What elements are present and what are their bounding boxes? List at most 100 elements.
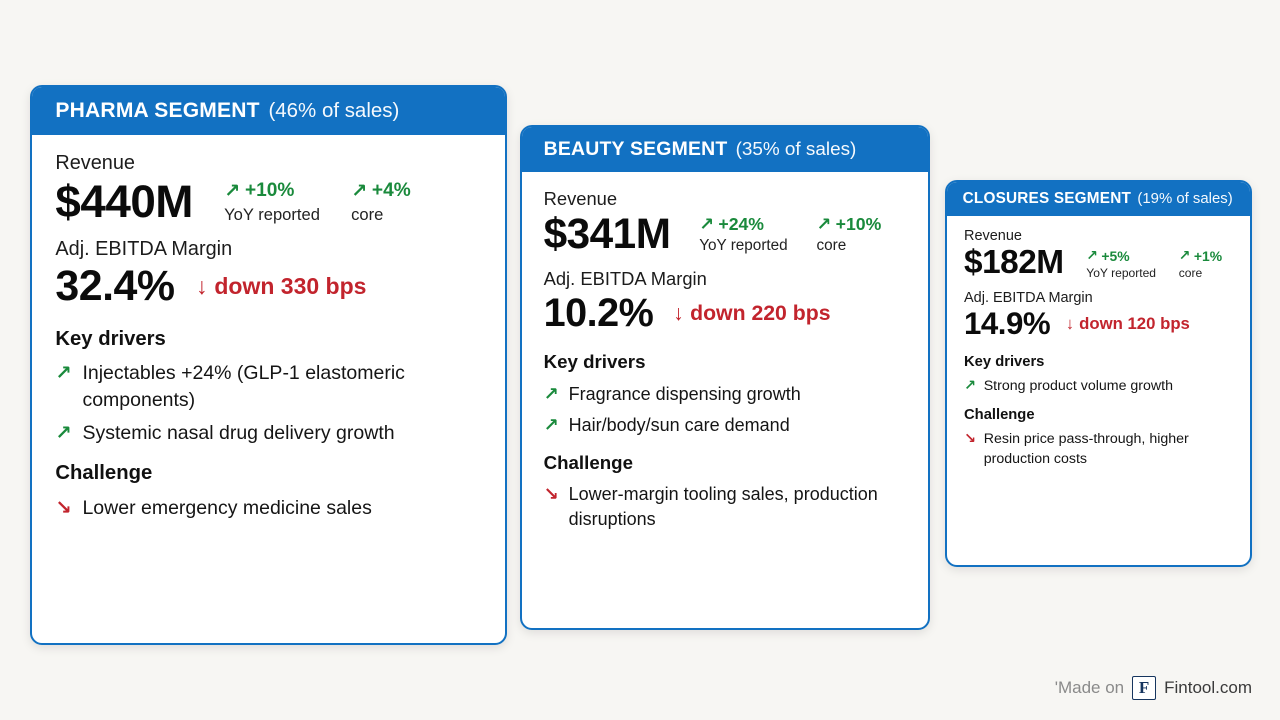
trend-up-icon: ↗ (1178, 247, 1191, 264)
yoy-metric: ↗ +10% YoY reported (224, 179, 320, 225)
margin-change-text: down 120 bps (1079, 314, 1190, 334)
card-header-closures: CLOSURES SEGMENT (19% of sales) (947, 182, 1250, 216)
yoy-value: +10% (244, 179, 295, 201)
trend-up-icon: ↗ (699, 214, 714, 235)
challenge-list: ↘ Resin price pass-through, higher produ… (964, 430, 1233, 469)
trend-up-icon: ↗ (816, 214, 832, 235)
list-item: ↘ Lower emergency medicine sales (55, 495, 481, 522)
list-item: ↗ Hair/body/sun care demand (544, 413, 907, 438)
card-title: PHARMA SEGMENT (55, 99, 260, 123)
yoy-label: YoY reported (224, 204, 320, 224)
core-label: core (351, 204, 384, 224)
yoy-value: +5% (1101, 247, 1130, 264)
margin-change: ↓ down 330 bps (196, 273, 366, 300)
revenue-label: Revenue (55, 151, 135, 174)
core-label: core (816, 237, 847, 255)
card-title: BEAUTY SEGMENT (543, 138, 728, 161)
list-item: ↗ Injectables +24% (GLP-1 elastomeric co… (55, 360, 481, 414)
segment-card-closures: CLOSURES SEGMENT (19% of sales) Revenue … (945, 180, 1252, 567)
challenge-heading: Challenge (55, 462, 153, 485)
card-header-beauty: BEAUTY SEGMENT (35% of sales) (522, 127, 928, 173)
core-label: core (1178, 265, 1203, 280)
revenue-row: $440M ↗ +10% YoY reported ↗ +4% core (55, 175, 481, 227)
trend-up-icon: ↗ (55, 422, 72, 445)
driver-text: Systemic nasal drug delivery growth (82, 422, 395, 445)
challenge-text: Lower-margin tooling sales, production d… (568, 484, 878, 530)
core-metric: ↗ +1% core (1179, 247, 1222, 279)
driver-text: Fragrance dispensing growth (568, 383, 801, 404)
margin-value: 14.9% (964, 306, 1051, 342)
trend-up-icon: ↗ (543, 383, 559, 404)
challenge-heading: Challenge (964, 407, 1035, 424)
margin-value: 32.4% (55, 261, 175, 310)
driver-text: Hair/body/sun care demand (568, 414, 790, 435)
core-value: +4% (371, 179, 411, 201)
yoy-metric: ↗ +5% YoY reported (1086, 247, 1156, 279)
core-value: +1% (1193, 247, 1223, 264)
key-drivers-heading: Key drivers (543, 351, 646, 373)
list-item: ↗ Strong product volume growth (964, 377, 1233, 397)
revenue-row: $182M ↗ +5% YoY reported ↗ +1% core (964, 244, 1233, 282)
trend-down-icon: ↘ (55, 496, 72, 519)
margin-row: 10.2% ↓ down 220 bps (543, 290, 907, 336)
fintool-logo-icon: F (1132, 676, 1157, 700)
driver-text: Injectables +24% (GLP-1 elastomeric comp… (82, 361, 405, 411)
challenge-text: Lower emergency medicine sales (82, 496, 372, 519)
margin-label: Adj. EBITDA Margin (543, 267, 707, 289)
core-metric: ↗ +4% core (351, 179, 411, 225)
margin-label: Adj. EBITDA Margin (964, 289, 1093, 306)
card-header-pharma: PHARMA SEGMENT (46% of sales) (32, 87, 505, 136)
card-subtitle: (46% of sales) (268, 99, 400, 123)
trend-up-icon: ↗ (55, 361, 72, 384)
yoy-label: YoY reported (1086, 265, 1157, 280)
challenge-list: ↘ Lower emergency medicine sales (55, 495, 481, 522)
watermark: 'Made on F Fintool.com (1055, 676, 1252, 700)
list-item: ↘ Resin price pass-through, higher produ… (964, 430, 1233, 469)
trend-down-icon: ↘ (964, 431, 976, 448)
revenue-row: $341M ↗ +24% YoY reported ↗ +10% core (544, 211, 907, 258)
yoy-metric: ↗ +24% YoY reported (699, 214, 787, 255)
drivers-list: ↗ Injectables +24% (GLP-1 elastomeric co… (55, 360, 481, 448)
card-subtitle: (35% of sales) (735, 138, 857, 160)
brand-name: Fintool.com (1164, 678, 1252, 697)
margin-change-text: down 330 bps (214, 272, 367, 299)
trend-up-icon: ↗ (351, 180, 368, 202)
revenue-label: Revenue (964, 227, 1022, 244)
trend-up-icon: ↗ (964, 377, 976, 394)
drivers-list: ↗ Fragrance dispensing growth ↗ Hair/bod… (544, 382, 907, 438)
core-metric: ↗ +10% core (816, 214, 881, 255)
arrow-down-icon: ↓ (673, 300, 684, 325)
margin-label: Adj. EBITDA Margin (55, 237, 233, 260)
segment-card-beauty: BEAUTY SEGMENT (35% of sales) Revenue $3… (520, 125, 930, 630)
revenue-label: Revenue (543, 187, 618, 209)
revenue-value: $341M (543, 210, 671, 258)
challenge-heading: Challenge (543, 451, 633, 473)
trend-up-icon: ↗ (224, 180, 241, 202)
trend-up-icon: ↗ (1086, 247, 1098, 264)
list-item: ↗ Fragrance dispensing growth (544, 382, 907, 407)
arrow-down-icon: ↓ (1065, 314, 1075, 334)
arrow-down-icon: ↓ (195, 272, 208, 299)
revenue-value: $182M (964, 244, 1064, 282)
made-on-text: 'Made on (1054, 678, 1125, 697)
core-value: +10% (835, 214, 882, 235)
challenge-list: ↘ Lower-margin tooling sales, production… (544, 482, 907, 532)
trend-down-icon: ↘ (543, 484, 559, 505)
list-item: ↗ Systemic nasal drug delivery growth (55, 420, 481, 447)
margin-row: 32.4% ↓ down 330 bps (55, 261, 481, 310)
card-body: Revenue $182M ↗ +5% YoY reported ↗ +1% c… (947, 216, 1250, 489)
segment-card-pharma: PHARMA SEGMENT (46% of sales) Revenue $4… (30, 85, 507, 645)
margin-change-text: down 220 bps (690, 300, 831, 325)
card-title: CLOSURES SEGMENT (962, 189, 1132, 207)
challenge-text: Resin price pass-through, higher product… (983, 431, 1189, 467)
key-drivers-heading: Key drivers (55, 327, 166, 350)
card-body: Revenue $341M ↗ +24% YoY reported ↗ +10%… (522, 172, 928, 556)
key-drivers-heading: Key drivers (964, 354, 1045, 371)
revenue-value: $440M (55, 175, 193, 227)
card-subtitle: (19% of sales) (1137, 190, 1233, 207)
card-body: Revenue $440M ↗ +10% YoY reported ↗ +4% … (32, 135, 505, 548)
margin-change: ↓ down 220 bps (673, 301, 830, 326)
margin-change: ↓ down 120 bps (1066, 314, 1190, 334)
margin-value: 10.2% (543, 290, 654, 335)
